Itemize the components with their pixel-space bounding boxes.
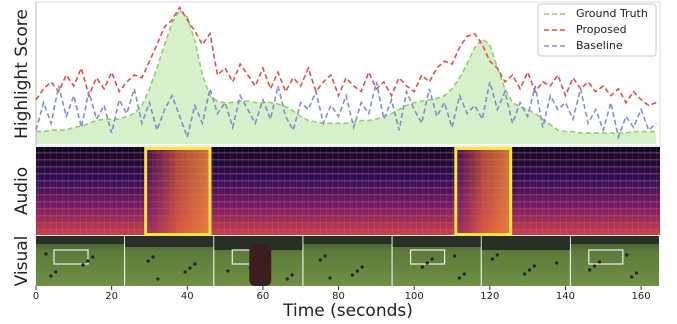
legend-box	[537, 3, 657, 57]
x-tick-label: 20	[105, 291, 118, 302]
player	[527, 268, 532, 272]
x-tick-label: 100	[405, 291, 424, 302]
x-tick-label: 60	[257, 291, 270, 302]
player	[490, 257, 495, 261]
stands	[214, 236, 303, 250]
x-tick-label: 140	[556, 291, 575, 302]
x-tick-label: 120	[480, 291, 499, 302]
player	[495, 253, 499, 257]
player	[592, 264, 597, 268]
player	[634, 271, 639, 275]
video-frame	[570, 236, 659, 286]
player	[625, 253, 629, 257]
player	[355, 269, 359, 273]
player	[318, 258, 322, 262]
player	[532, 264, 536, 268]
player	[91, 255, 95, 259]
player	[522, 272, 527, 276]
stands	[481, 236, 570, 250]
player	[360, 265, 364, 269]
player	[457, 276, 462, 280]
goal	[53, 249, 89, 265]
player	[146, 259, 150, 263]
player	[183, 270, 187, 274]
player	[420, 265, 425, 269]
player	[226, 269, 230, 273]
close-up-player	[249, 244, 272, 286]
player	[452, 254, 457, 258]
player	[350, 273, 355, 277]
x-tick-label: 80	[332, 291, 345, 302]
player	[54, 270, 58, 274]
highlight-box	[454, 147, 513, 236]
player	[44, 252, 48, 256]
stands	[392, 236, 481, 247]
highlight-energy	[145, 148, 210, 234]
player	[323, 254, 327, 258]
player	[290, 273, 294, 277]
player	[430, 257, 434, 261]
player	[156, 277, 160, 281]
highlight-energy	[455, 148, 511, 234]
highlight-box	[144, 147, 212, 236]
x-tick-label: 160	[632, 291, 651, 302]
video-frame	[36, 236, 125, 286]
stands	[570, 236, 659, 244]
stands	[36, 236, 125, 244]
x-axis-label: Time (seconds)	[282, 301, 413, 321]
legend-label: Ground Truth	[576, 7, 648, 20]
player	[629, 275, 634, 279]
player	[86, 259, 90, 263]
audio-panel-label: Audio	[12, 167, 32, 215]
panels	[35, 1, 661, 286]
video-frames	[36, 236, 659, 286]
series-line	[35, 81, 657, 140]
x-tick-label: 0	[33, 291, 39, 302]
legend-label: Proposed	[576, 23, 627, 36]
player	[328, 276, 332, 280]
goal	[588, 249, 624, 265]
player	[81, 263, 85, 267]
player	[193, 262, 197, 266]
player	[588, 268, 592, 272]
video-frame	[303, 236, 392, 286]
player	[555, 261, 559, 265]
player	[49, 274, 53, 278]
player	[597, 260, 602, 264]
player	[462, 272, 466, 276]
x-tick-label: 40	[181, 291, 194, 302]
player	[188, 266, 192, 270]
player	[151, 255, 155, 259]
area-fill	[36, 10, 657, 144]
stands	[303, 236, 392, 244]
player	[285, 277, 289, 281]
score-panel-label: Highlight Score	[12, 9, 32, 139]
visual-panel-label: Visual	[12, 236, 32, 287]
spectrogram-harmonics	[36, 147, 660, 235]
legend-label: Baseline	[576, 39, 623, 52]
stands	[125, 236, 214, 247]
player	[425, 261, 429, 265]
